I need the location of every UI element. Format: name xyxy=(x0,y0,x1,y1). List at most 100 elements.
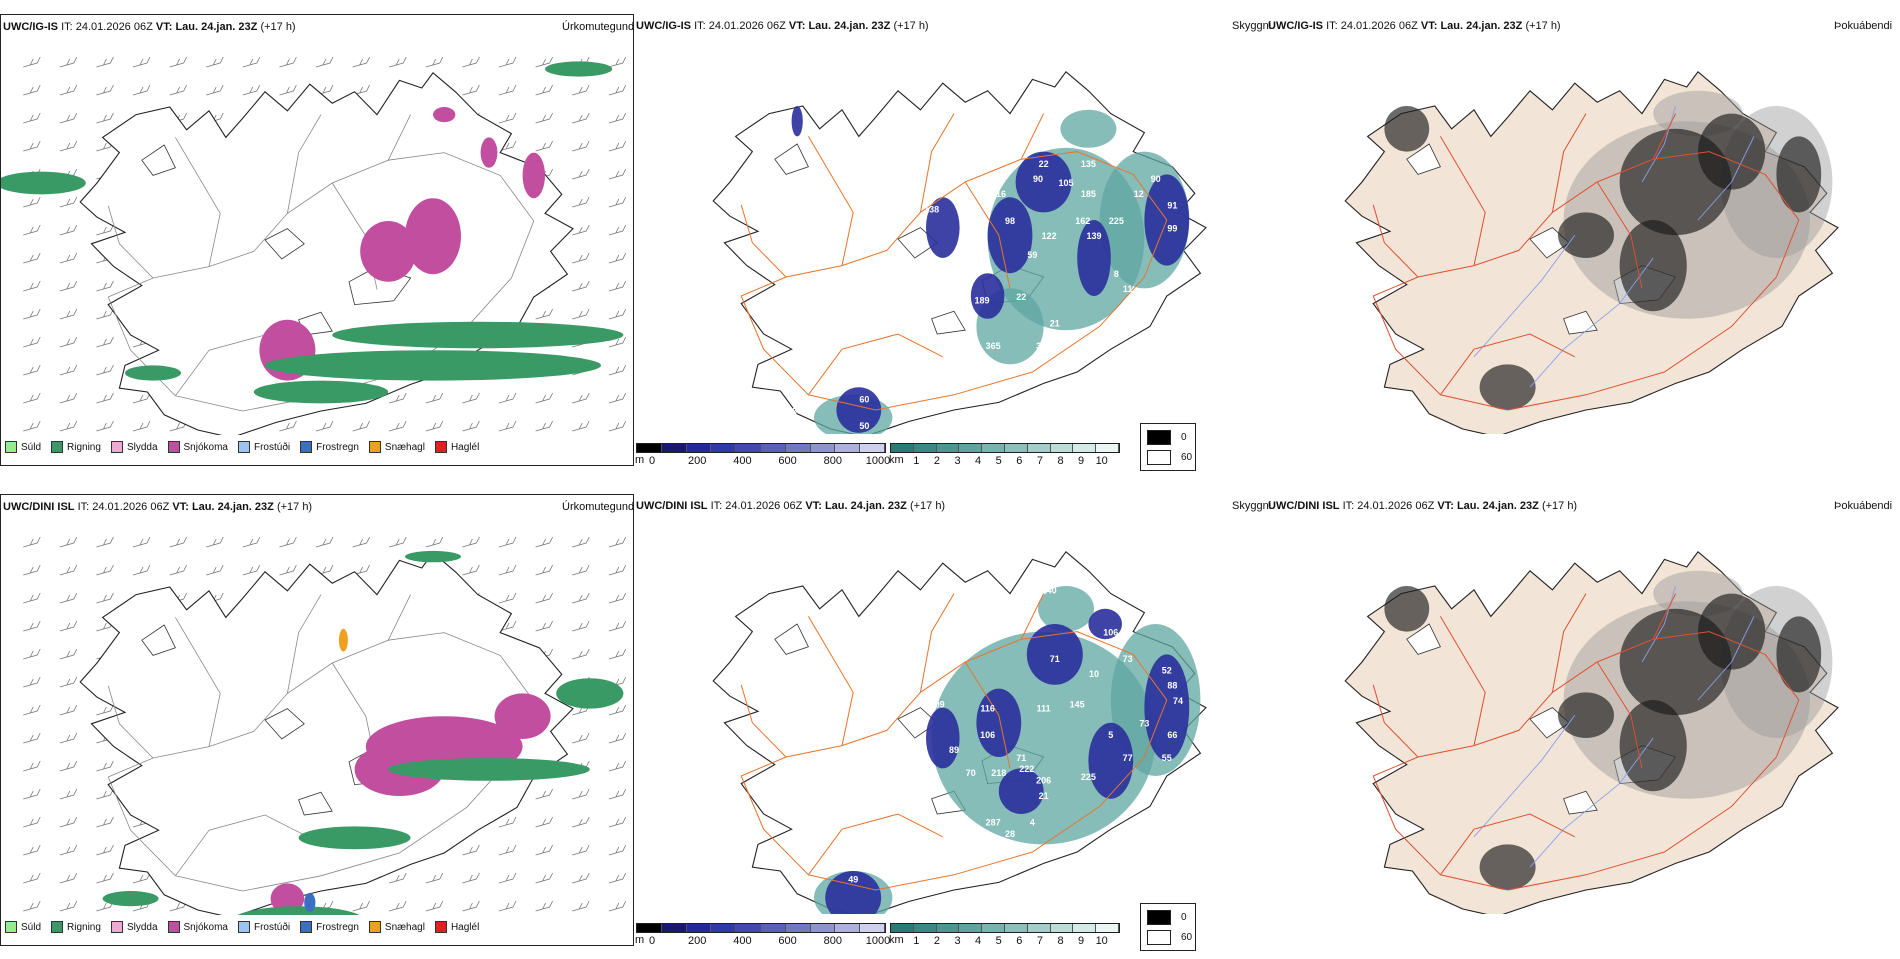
wind-barb xyxy=(462,536,480,548)
legend-label: Frostregn xyxy=(316,921,359,933)
panel-title: Skyggni xyxy=(1232,20,1272,32)
wind-barb xyxy=(279,56,297,68)
road-line xyxy=(1020,113,1045,160)
cloud-base-label: 138 xyxy=(924,204,939,214)
road-line xyxy=(807,813,944,876)
cloud-base-label: 111 xyxy=(1037,703,1051,713)
wind-barb xyxy=(23,84,41,96)
wind-barb xyxy=(96,788,114,800)
wind-barb xyxy=(23,872,41,884)
cloud-base-area xyxy=(1015,151,1072,213)
cloud-base-area xyxy=(987,197,1033,274)
wind-barb xyxy=(535,564,553,576)
wind-barb xyxy=(96,592,114,604)
rain-area xyxy=(332,321,624,349)
wind-barb xyxy=(132,872,151,884)
cloud-base-label: 12 xyxy=(1134,189,1144,199)
color-bar-cell xyxy=(936,924,960,932)
fog-indicator-area xyxy=(1558,212,1614,258)
cloud-base-label: 28 xyxy=(1005,829,1015,839)
wind-barb xyxy=(96,704,114,716)
cloud-base-label: 395 xyxy=(1036,341,1051,351)
issue-time-label: IT: xyxy=(710,500,723,512)
color-bar-cell xyxy=(913,924,937,932)
legend-swatch xyxy=(300,921,313,933)
model-name: UWC/IG-IS xyxy=(1268,20,1323,32)
cloud-base-label: 116 xyxy=(980,703,995,713)
color-bar-cell xyxy=(982,444,1005,452)
wind-barb xyxy=(23,900,41,912)
color-bar-cell xyxy=(1073,924,1097,932)
color-bar-cell xyxy=(1027,924,1051,932)
wind-barb xyxy=(96,536,114,548)
legend-swatch xyxy=(51,441,64,453)
snow-area xyxy=(494,693,551,739)
wind-barb xyxy=(96,392,114,404)
fog-indicator-area xyxy=(1384,106,1430,152)
visibility-panel: 270 22 135 90 105 90 138 116 98 185 12 91 162 225 99 12… xyxy=(634,14,1272,479)
wind-barb xyxy=(23,392,41,404)
wind-barb xyxy=(206,56,224,68)
road-line xyxy=(1439,616,1486,746)
legend-item: Súld xyxy=(5,921,41,933)
legend-label: Frostúði xyxy=(253,441,291,453)
color-bar-tick: 2 xyxy=(933,935,940,947)
panel-title: Skyggni xyxy=(1232,500,1272,512)
road-line xyxy=(1439,813,1576,876)
wind-barb xyxy=(535,536,553,548)
issue-time-label: IT: xyxy=(77,501,90,513)
wind-barb xyxy=(535,84,553,96)
cloud-cover-key-row: 0 xyxy=(1147,910,1187,925)
cloud-base-label: 225 xyxy=(1109,216,1124,226)
wind-barb xyxy=(572,308,590,320)
panel-title: Úrkomutegund xyxy=(562,501,635,513)
cloud-base-label: 70 xyxy=(966,768,976,778)
valid-time: Lau. 24.jan. 23Z xyxy=(808,20,891,32)
wind-barb xyxy=(535,872,553,884)
snow-area xyxy=(405,198,461,275)
wind-barb xyxy=(608,112,627,124)
wind-barb xyxy=(23,788,41,800)
valid-time: Lau. 24.jan. 23Z xyxy=(191,501,274,513)
precip-type-map xyxy=(1,56,627,435)
issue-time: 24.01.2026 06Z xyxy=(75,21,153,33)
wind-barb xyxy=(608,84,627,96)
lead-time: (+17 h) xyxy=(260,21,296,33)
cloud-base-label: 49 xyxy=(848,874,858,884)
cloud-cover-key-row: 60 xyxy=(1147,450,1192,465)
cloud-cover-swatch xyxy=(1147,450,1171,465)
iceland-coastline xyxy=(79,551,574,915)
color-bar-cell xyxy=(1050,444,1074,452)
fog-indicator-area xyxy=(1384,586,1430,632)
road-line xyxy=(1551,593,1587,693)
road-line xyxy=(1652,593,1677,640)
color-bar-cell xyxy=(686,924,712,932)
legend-label: Rigning xyxy=(67,441,101,453)
valid-time: Lau. 24.jan. 23Z xyxy=(175,21,258,33)
precip-type-panel: UWC/IG-IS IT: 24.01.2026 06Z VT: Lau. 24… xyxy=(0,14,634,466)
wind-barb xyxy=(23,224,41,236)
wind-barb xyxy=(96,336,114,348)
wind-barb xyxy=(535,420,553,432)
road-line xyxy=(807,136,854,266)
legend-swatch xyxy=(434,921,447,933)
wind-barb xyxy=(572,252,590,264)
legend-label: Snæhagl xyxy=(384,441,425,453)
legend-swatch xyxy=(167,921,180,933)
river-line xyxy=(1641,585,1677,663)
color-bar-tick: 400 xyxy=(733,455,752,467)
river-line xyxy=(1697,616,1755,701)
wind-barb xyxy=(462,84,480,96)
wind-barb xyxy=(59,140,78,152)
cloud-base-label: 145 xyxy=(1070,700,1085,710)
rain-area xyxy=(556,678,624,709)
color-bar-cell xyxy=(785,924,811,932)
wind-barb xyxy=(389,56,407,68)
color-bar-cell xyxy=(785,444,811,452)
legend-label: Frostúði xyxy=(253,921,291,933)
color-bar-tick: 10 xyxy=(1095,935,1108,947)
issue-time-label: IT: xyxy=(1326,20,1338,32)
wind-barb xyxy=(23,620,41,632)
low-visibility-area xyxy=(1060,109,1117,148)
color-bar-cell xyxy=(661,924,687,932)
